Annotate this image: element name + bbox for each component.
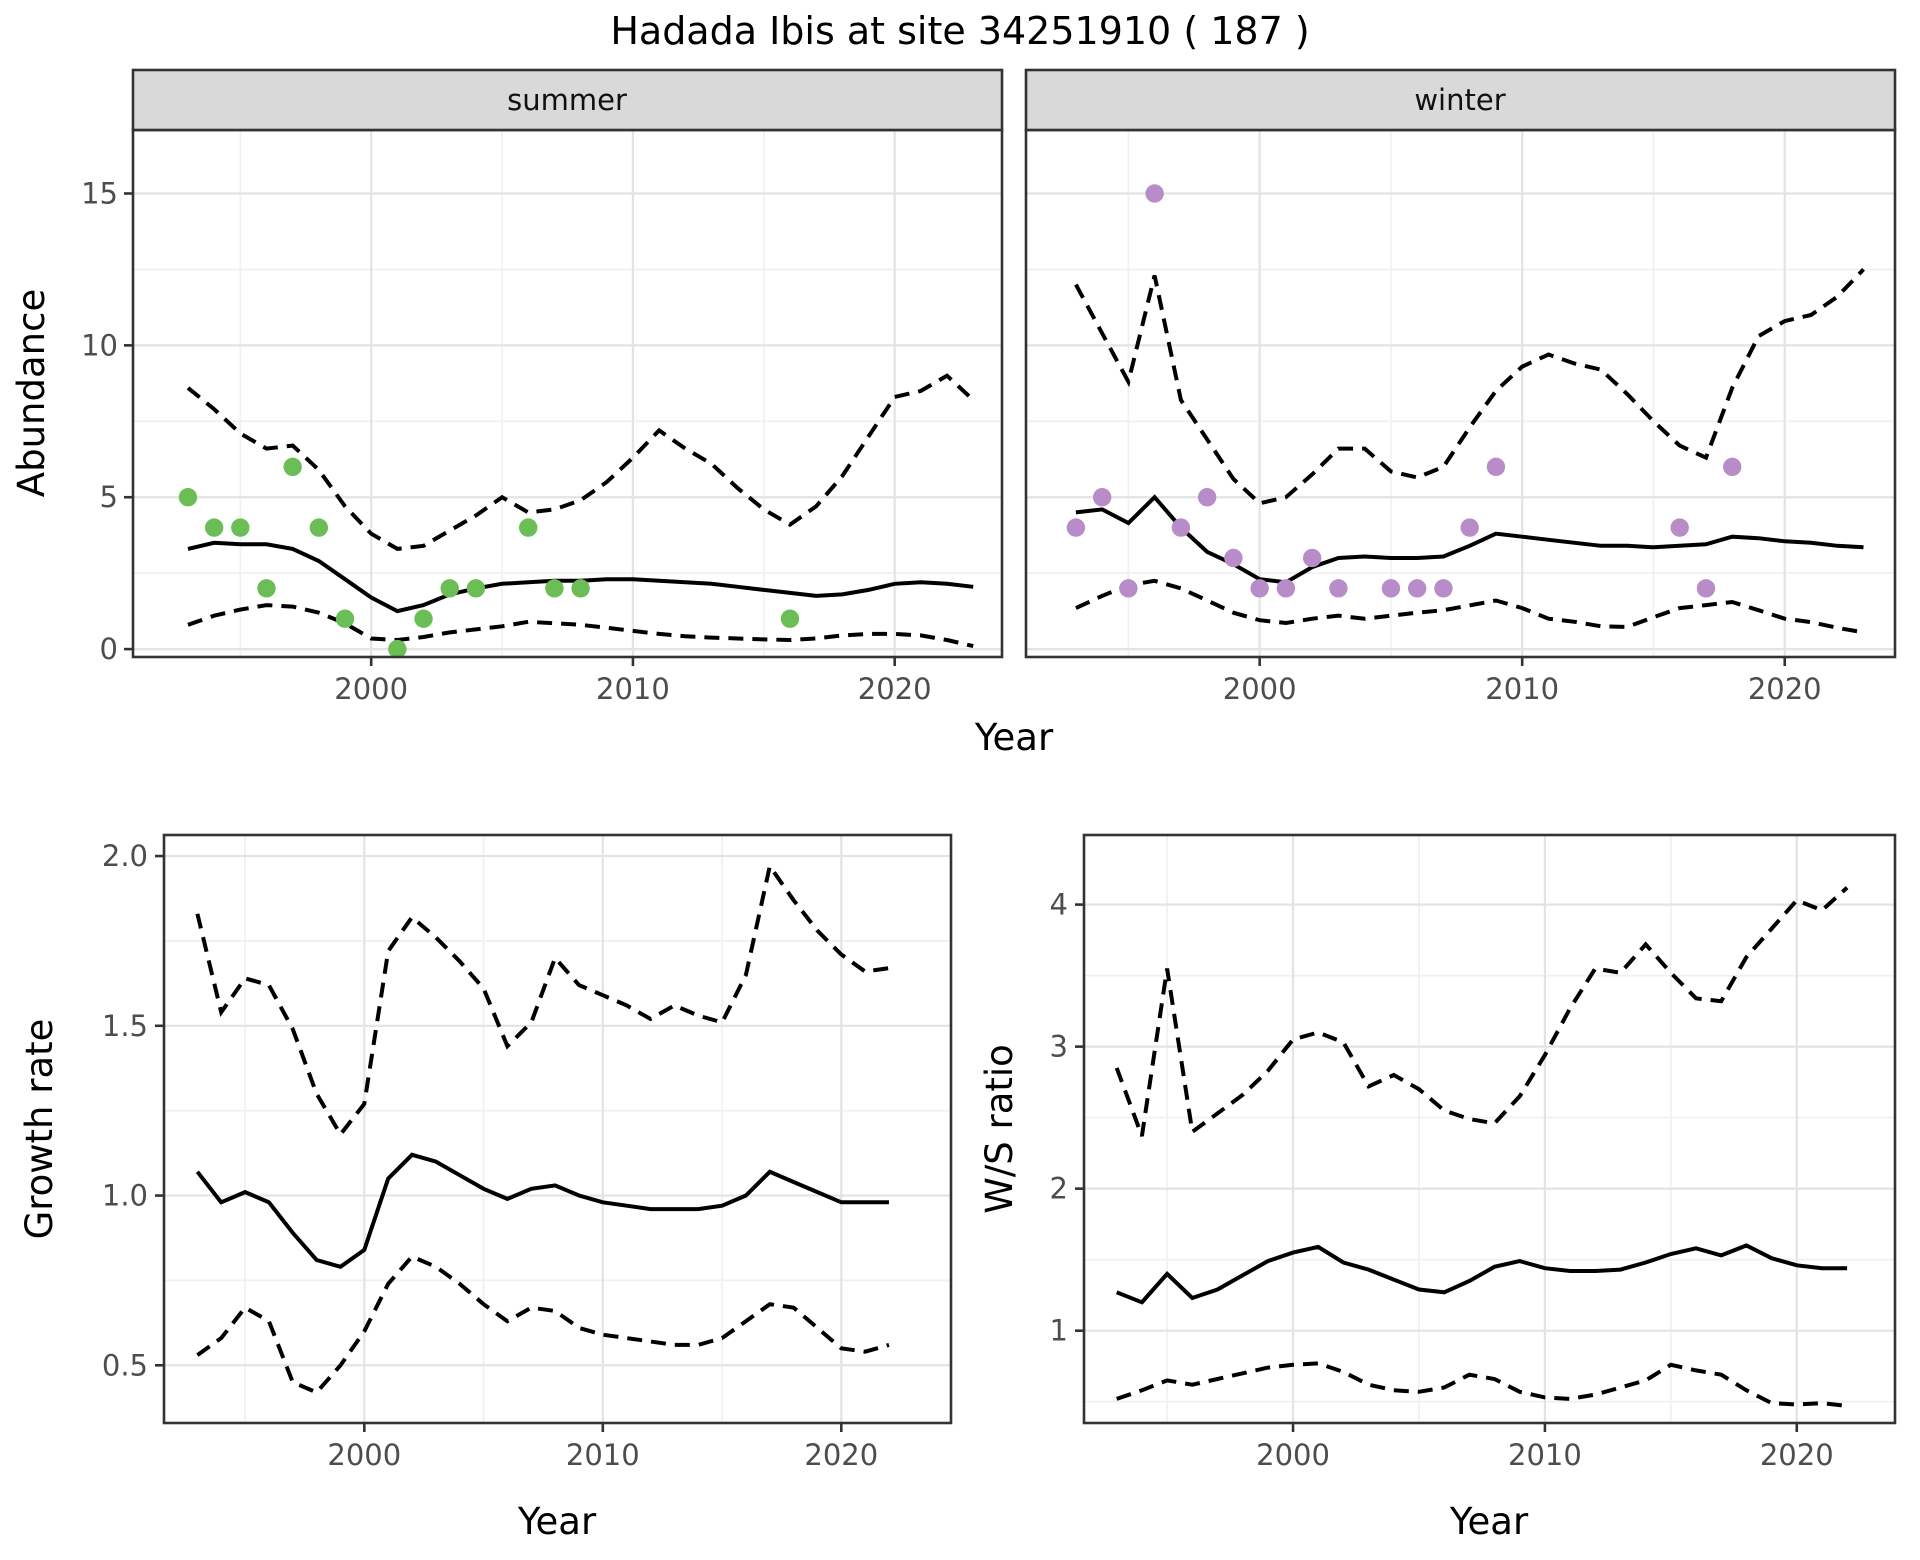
observation-point bbox=[1696, 579, 1716, 598]
x-axis-title-year-growth: Year bbox=[517, 1500, 597, 1543]
observation-point bbox=[1670, 518, 1689, 537]
panel-border bbox=[1082, 833, 1897, 1425]
ci-line-upper95 bbox=[1074, 268, 1865, 506]
panel-border bbox=[162, 833, 953, 1425]
observation-point bbox=[1092, 488, 1112, 507]
x-tick-label: 2010 bbox=[566, 1438, 640, 1472]
y-tick-label: 1.0 bbox=[102, 1179, 148, 1213]
observation-point bbox=[257, 579, 276, 598]
x-tick-label: 2020 bbox=[1748, 672, 1822, 706]
observation-point bbox=[204, 518, 224, 537]
ci-line-upper95 bbox=[186, 373, 975, 551]
observation-point bbox=[1276, 579, 1296, 598]
ci-line-lower95 bbox=[1116, 1361, 1848, 1408]
observation-point bbox=[309, 518, 329, 537]
y-axis-title-ws-ratio: W/S ratio bbox=[978, 1044, 1021, 1214]
observation-point bbox=[780, 609, 800, 628]
y-tick-label: 10 bbox=[81, 328, 118, 362]
observation-point bbox=[1381, 579, 1401, 598]
x-tick-label: 2000 bbox=[334, 672, 408, 706]
y-tick-label: 0 bbox=[100, 632, 118, 666]
observation-point bbox=[1224, 548, 1243, 568]
observation-point bbox=[1329, 579, 1348, 598]
observation-point bbox=[1723, 457, 1742, 477]
y-tick-label: 15 bbox=[81, 176, 118, 210]
y-tick-label: 1 bbox=[1050, 1314, 1068, 1348]
x-tick-label: 2000 bbox=[327, 1438, 401, 1472]
page-title: Hadada Ibis at site 34251910 ( 187 ) bbox=[610, 9, 1309, 53]
panel-growth-rate: 2000 2010 2020 0.5 1.0 1.5 2.0 bbox=[102, 833, 953, 1472]
ci-line-upper95 bbox=[1114, 886, 1849, 1137]
observation-point bbox=[414, 609, 433, 628]
mean-line bbox=[1115, 1243, 1848, 1305]
observation-point bbox=[1250, 579, 1269, 598]
y-tick-label: 1.5 bbox=[102, 1009, 148, 1043]
y-tick-label: 4 bbox=[1050, 888, 1068, 922]
observation-point bbox=[1119, 579, 1138, 598]
facet-strip bbox=[131, 68, 1004, 132]
x-tick-label: 2010 bbox=[596, 672, 670, 706]
x-tick-label: 2010 bbox=[1485, 672, 1559, 706]
observation-point bbox=[1407, 579, 1427, 598]
observation-point bbox=[335, 609, 355, 628]
observation-point bbox=[283, 457, 302, 477]
y-axis-title-growth-rate: Growth rate bbox=[18, 1019, 61, 1240]
y-tick-label: 5 bbox=[100, 480, 118, 514]
observation-point bbox=[1171, 518, 1191, 537]
observation-point bbox=[545, 579, 564, 598]
facet-strip-label-winter: winter bbox=[1414, 83, 1505, 117]
y-tick-label: 2.0 bbox=[102, 839, 148, 873]
observation-point bbox=[1197, 488, 1217, 507]
mean-line bbox=[195, 1152, 889, 1269]
y-tick-label: 0.5 bbox=[102, 1348, 148, 1382]
observation-point bbox=[388, 639, 407, 659]
ci-line-upper95 bbox=[195, 861, 890, 1138]
x-tick-label: 2000 bbox=[1256, 1438, 1330, 1472]
panel-abundance-winter: 2000 2010 2020 bbox=[1024, 68, 1897, 706]
observation-point bbox=[1302, 548, 1322, 568]
facet-strip-label-summer: summer bbox=[507, 83, 627, 117]
panel-ws-ratio: 2000 2010 2020 1 2 3 4 bbox=[1050, 833, 1897, 1472]
mean-line bbox=[1075, 494, 1864, 585]
x-axis-title-year-ws: Year bbox=[1449, 1500, 1529, 1543]
facet-strip bbox=[1024, 68, 1897, 132]
observation-point bbox=[1145, 184, 1164, 203]
x-tick-label: 2020 bbox=[858, 672, 932, 706]
observation-point bbox=[1486, 457, 1506, 477]
ci-line-lower95 bbox=[196, 1254, 890, 1395]
y-axis-title-abundance: Abundance bbox=[10, 289, 53, 497]
ci-line-lower95 bbox=[1075, 578, 1864, 635]
ci-line-lower95 bbox=[187, 603, 974, 649]
observation-point bbox=[1434, 579, 1453, 598]
observation-point bbox=[466, 579, 486, 598]
observation-point bbox=[571, 579, 590, 598]
x-axis-title-year-top: Year bbox=[974, 716, 1054, 759]
panel-abundance-summer: 2000 2010 2020 0 5 10 15 bbox=[81, 68, 1004, 706]
observation-point bbox=[1066, 518, 1086, 537]
x-tick-label: 2020 bbox=[1760, 1438, 1834, 1472]
x-tick-label: 2010 bbox=[1508, 1438, 1582, 1472]
x-tick-label: 2020 bbox=[804, 1438, 878, 1472]
observation-point bbox=[1460, 518, 1479, 537]
y-tick-label: 3 bbox=[1050, 1030, 1068, 1064]
observation-point bbox=[231, 518, 250, 537]
y-tick-label: 2 bbox=[1050, 1172, 1068, 1206]
observation-point bbox=[440, 579, 459, 598]
x-tick-label: 2000 bbox=[1223, 672, 1297, 706]
observation-point bbox=[178, 488, 198, 507]
observation-point bbox=[519, 518, 538, 537]
